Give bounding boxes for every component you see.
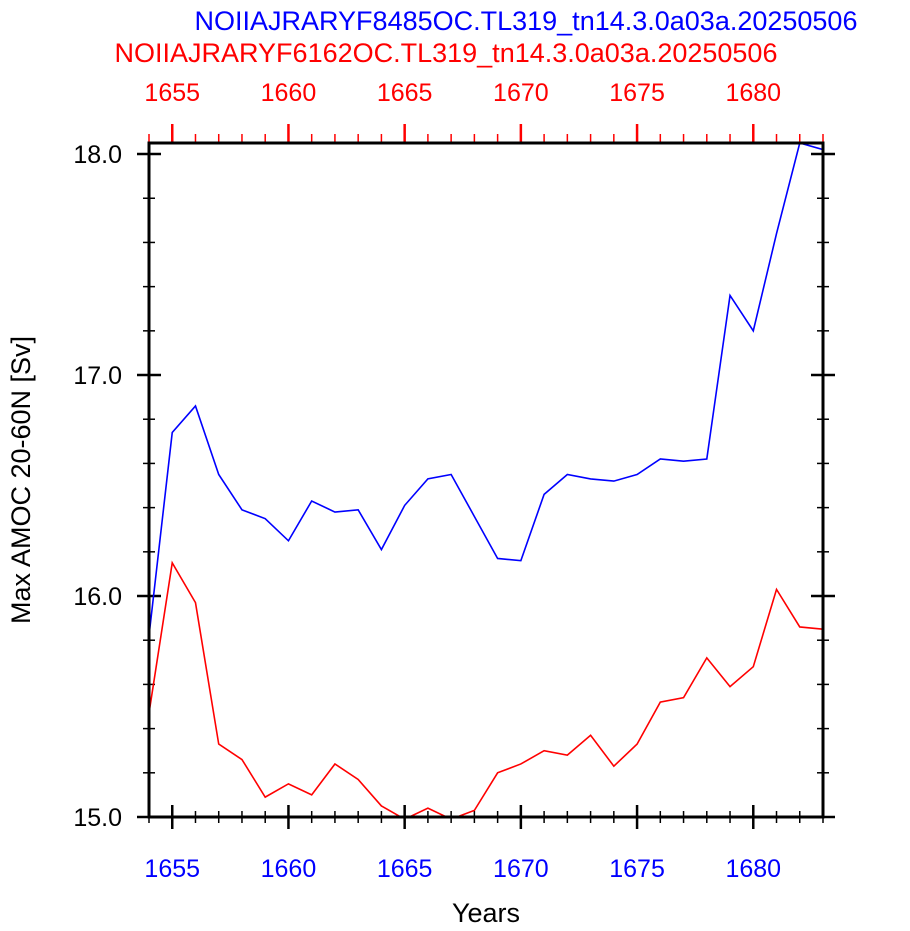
chart-title-blue-case: NOIIAJRARYF8485OC.TL319_tn14.3.0a03a.202… <box>195 6 858 36</box>
y-tick-label: 18.0 <box>73 141 122 169</box>
chart-title-red-case: NOIIAJRARYF6162OC.TL319_tn14.3.0a03a.202… <box>115 38 778 68</box>
x-bottom-tick-label: 1680 <box>725 855 781 883</box>
y-tick-label: 17.0 <box>73 362 122 390</box>
y-axis-label: Max AMOC 20-60N [Sv] <box>6 336 36 624</box>
x-bottom-tick-label: 1670 <box>493 855 549 883</box>
x-top-tick-label: 1675 <box>609 79 665 107</box>
series-line-blue <box>149 142 823 636</box>
x-top-tick-label: 1665 <box>377 79 433 107</box>
x-axis-label: Years <box>452 898 520 928</box>
x-bottom-tick-label: 1660 <box>261 855 317 883</box>
x-bottom-tick-label: 1665 <box>377 855 433 883</box>
plot-lines <box>149 142 823 817</box>
x-bottom-tick-label: 1675 <box>609 855 665 883</box>
y-tick-label: 15.0 <box>73 804 122 832</box>
series-line-red <box>149 560 823 817</box>
x-top-tick-label: 1660 <box>261 79 317 107</box>
tick-labels: 1655 1660 1665 1670 1675 1680 1655 1660 1665 1670… <box>73 79 781 883</box>
x-top-tick-label: 1655 <box>144 79 200 107</box>
x-top-tick-label: 1670 <box>493 79 549 107</box>
y-tick-label: 16.0 <box>73 583 122 611</box>
x-top-tick-label: 1680 <box>725 79 781 107</box>
plot-frame <box>147 141 825 819</box>
x-bottom-tick-label: 1655 <box>144 855 200 883</box>
